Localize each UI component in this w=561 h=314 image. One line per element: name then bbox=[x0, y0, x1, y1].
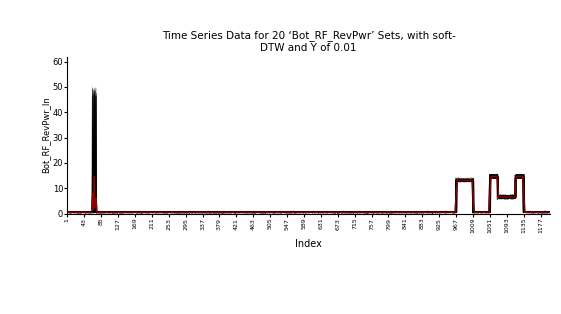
X-axis label: Index: Index bbox=[295, 239, 322, 249]
Y-axis label: Bot_RF_RevPwr_ln: Bot_RF_RevPwr_ln bbox=[41, 97, 50, 173]
Title: Time Series Data for 20 ‘Bot_RF_RevPwr’ Sets, with soft-
DTW and Y of 0.01: Time Series Data for 20 ‘Bot_RF_RevPwr’ … bbox=[162, 30, 456, 53]
